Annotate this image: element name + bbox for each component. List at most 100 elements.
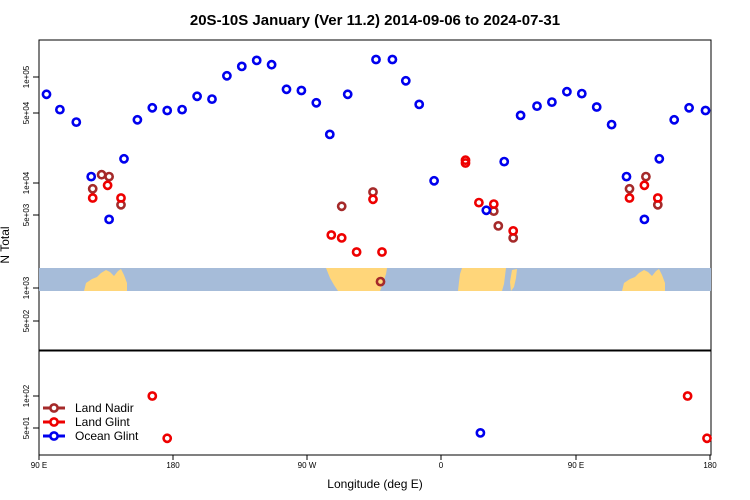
point-ocean-glint bbox=[371, 54, 381, 65]
x-tick-label: 180 bbox=[703, 461, 717, 470]
point-land-glint bbox=[368, 194, 378, 205]
point-land-nadir bbox=[375, 276, 386, 287]
land-australia-left bbox=[84, 269, 127, 291]
point-ocean-glint bbox=[700, 105, 711, 116]
point-ocean-glint bbox=[55, 104, 65, 115]
point-land-glint bbox=[377, 247, 387, 257]
point-ocean-glint bbox=[41, 89, 52, 100]
point-land-nadir bbox=[641, 171, 651, 182]
point-ocean-glint bbox=[104, 214, 114, 225]
x-axis: 90 E 180 90 W 0 90 E 180 bbox=[31, 455, 717, 470]
point-ocean-glint bbox=[547, 97, 557, 107]
point-ocean-glint bbox=[132, 114, 143, 125]
point-ocean-glint bbox=[162, 105, 173, 116]
point-land-glint bbox=[508, 225, 519, 236]
x-tick-label: 90 E bbox=[31, 461, 47, 470]
point-ocean-glint bbox=[221, 70, 232, 81]
y-tick-label: 5e+03 bbox=[22, 203, 31, 226]
point-land-glint bbox=[351, 247, 362, 257]
chart-title: 20S-10S January (Ver 11.2) 2014-09-06 to… bbox=[190, 12, 560, 29]
point-land-glint bbox=[102, 180, 113, 191]
point-land-nadir bbox=[624, 183, 635, 194]
x-tick-label: 0 bbox=[439, 461, 444, 470]
legend-item-land-nadir: Land Nadir bbox=[43, 401, 134, 415]
y-tick-label: 5e+01 bbox=[22, 416, 31, 439]
point-land-glint bbox=[326, 230, 337, 240]
point-ocean-glint bbox=[499, 156, 510, 167]
land-australia-right bbox=[622, 269, 665, 291]
point-land-glint bbox=[682, 391, 693, 401]
point-land-nadir bbox=[493, 220, 504, 231]
point-land-glint bbox=[460, 158, 471, 168]
y-tick-label: 1e+05 bbox=[22, 65, 31, 88]
point-ocean-glint bbox=[669, 114, 680, 125]
legend-label: Land Glint bbox=[75, 415, 130, 429]
point-ocean-glint bbox=[591, 102, 602, 112]
point-ocean-glint bbox=[606, 119, 617, 130]
point-ocean-glint bbox=[311, 97, 322, 108]
point-land-nadir bbox=[87, 183, 98, 194]
point-land-glint bbox=[162, 433, 173, 444]
point-land-glint bbox=[639, 180, 650, 191]
point-ocean-glint bbox=[515, 110, 526, 121]
point-ocean-glint bbox=[387, 54, 398, 65]
point-land-glint bbox=[702, 433, 712, 444]
point-ocean-glint bbox=[266, 59, 277, 70]
point-ocean-glint bbox=[324, 129, 335, 140]
legend: Land Nadir Land Glint Ocean Glint bbox=[43, 401, 139, 443]
point-land-glint bbox=[336, 232, 347, 243]
point-ocean-glint bbox=[251, 55, 262, 66]
y-tick-label: 1e+03 bbox=[22, 276, 31, 299]
point-land-glint bbox=[116, 193, 126, 203]
point-land-glint bbox=[624, 193, 635, 203]
point-land-glint bbox=[488, 199, 499, 209]
upper-y-axis: 1e+05 5e+04 1e+04 5e+03 1e+03 5e+02 bbox=[22, 65, 39, 332]
point-ocean-glint bbox=[119, 153, 129, 164]
point-ocean-glint bbox=[414, 99, 425, 110]
point-ocean-glint bbox=[86, 171, 97, 182]
legend-item-ocean-glint: Ocean Glint bbox=[43, 429, 139, 443]
legend-label: Ocean Glint bbox=[75, 429, 139, 443]
point-ocean-glint bbox=[207, 94, 217, 104]
x-axis-label: Longitude (deg E) bbox=[327, 477, 422, 491]
point-ocean-glint bbox=[236, 61, 247, 72]
point-ocean-glint bbox=[475, 427, 486, 438]
land-south-america bbox=[326, 268, 387, 291]
point-land-nadir bbox=[96, 169, 107, 180]
legend-item-land-glint: Land Glint bbox=[43, 415, 130, 429]
x-tick-label: 90 W bbox=[298, 461, 317, 470]
point-ocean-glint bbox=[296, 85, 307, 96]
point-ocean-glint bbox=[576, 88, 587, 99]
point-ocean-glint bbox=[429, 175, 439, 186]
point-ocean-glint bbox=[562, 86, 572, 97]
point-ocean-glint bbox=[342, 89, 353, 100]
point-land-glint bbox=[87, 193, 98, 203]
y-tick-label: 5e+02 bbox=[22, 309, 31, 332]
point-land-glint bbox=[147, 391, 158, 401]
point-ocean-glint bbox=[400, 75, 411, 86]
data-points bbox=[41, 54, 712, 444]
y-tick-label: 1e+04 bbox=[22, 171, 31, 194]
land-africa bbox=[458, 268, 506, 291]
y-tick-label: 5e+04 bbox=[22, 101, 31, 124]
point-ocean-glint bbox=[639, 214, 650, 225]
point-ocean-glint bbox=[281, 84, 292, 95]
legend-label: Land Nadir bbox=[75, 401, 134, 415]
point-ocean-glint bbox=[481, 205, 492, 216]
point-ocean-glint bbox=[147, 102, 158, 113]
land-madagascar bbox=[510, 269, 517, 291]
map-strip bbox=[39, 268, 711, 291]
y-tick-label: 1e+02 bbox=[22, 384, 31, 407]
point-ocean-glint bbox=[71, 117, 82, 127]
lower-panel-frame bbox=[38, 350, 712, 456]
point-ocean-glint bbox=[192, 91, 202, 102]
x-tick-label: 90 E bbox=[568, 461, 584, 470]
point-land-glint bbox=[473, 197, 484, 208]
y-axis-label: N Total bbox=[0, 226, 12, 263]
point-ocean-glint bbox=[684, 102, 694, 113]
x-tick-label: 180 bbox=[166, 461, 180, 470]
point-ocean-glint bbox=[177, 104, 187, 115]
lower-y-axis: 1e+02 5e+01 bbox=[22, 384, 39, 439]
point-ocean-glint bbox=[621, 171, 632, 182]
